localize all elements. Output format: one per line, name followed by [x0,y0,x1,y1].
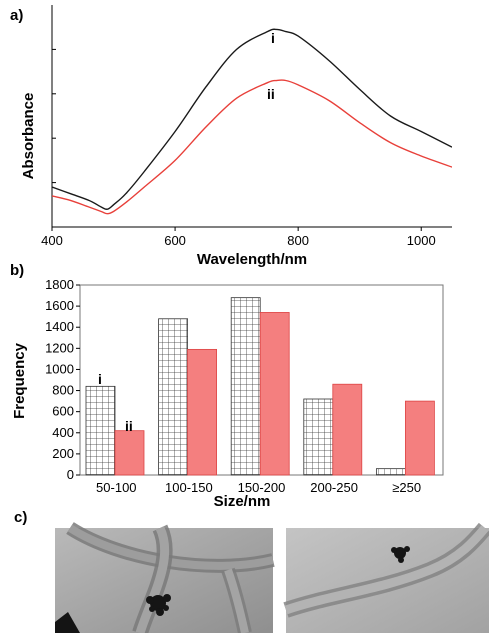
series-label-ii: ii [267,86,275,102]
panel-a-label: a) [10,7,23,24]
tem-images [55,522,489,633]
series-label-i: i [271,30,275,46]
x-tick-label: 1000 [407,233,436,248]
y-tick-label: 1400 [45,319,74,334]
bar-ii-200-250 [332,383,363,476]
x-tick-label: 800 [287,233,309,248]
bar-i-50-100 [85,385,116,476]
series-line-ii [52,79,452,215]
bar-i-200-250 [303,398,334,476]
y-tick-label: 1200 [45,340,74,355]
y-tick-label: 1600 [45,298,74,313]
y-tick-label: 200 [52,446,74,461]
y-tick-label: 400 [52,425,74,440]
bar-series-label-i: i [98,371,102,387]
x-tick-label: 600 [164,233,186,248]
x-tick-label: 100-150 [165,480,213,495]
bar-ii-≥250 [404,400,435,476]
panel-b-label: b) [10,262,24,279]
x-axis-title: Size/nm [214,493,271,510]
bar-ii-50-100 [114,430,145,476]
bar-ii-100-150 [187,348,218,476]
absorbance-chart: 400 600 800 1000 i ii Wavelength/nm Absorba… [20,5,452,268]
y-tick-label: 1800 [45,277,74,292]
y-tick-label: 600 [52,404,74,419]
bar-i-150-200 [230,297,261,476]
nanoparticle-cluster-icon [146,594,171,616]
x-axis-title: Wavelength/nm [197,251,307,268]
bar-ii-150-200 [259,312,290,476]
series-line-i [52,28,452,210]
panel-c-label: c) [14,509,27,526]
frequency-chart: 0 200 400 600 800 1000 1200 1400 1600 1800 50-100… [11,277,444,510]
x-tick-label: ≥250 [392,480,421,495]
tem-image-right [283,522,489,633]
y-axis-title: Frequency [11,342,28,419]
y-axis-title: Absorbance [20,93,37,180]
x-tick-label: 150-200 [238,480,286,495]
x-tick-label: 50-100 [96,480,136,495]
y-tick-label: 1000 [45,361,74,376]
nanoparticle-cluster-icon [391,546,410,563]
bar-i-≥250 [375,468,406,476]
x-tick-label: 200-250 [310,480,358,495]
y-tick-label: 800 [52,383,74,398]
x-tick-label: 400 [41,233,63,248]
bar-i-100-150 [158,318,189,476]
bar-series-label-ii: ii [125,418,133,434]
y-tick-label: 0 [67,467,74,482]
tem-image-left [55,522,275,633]
